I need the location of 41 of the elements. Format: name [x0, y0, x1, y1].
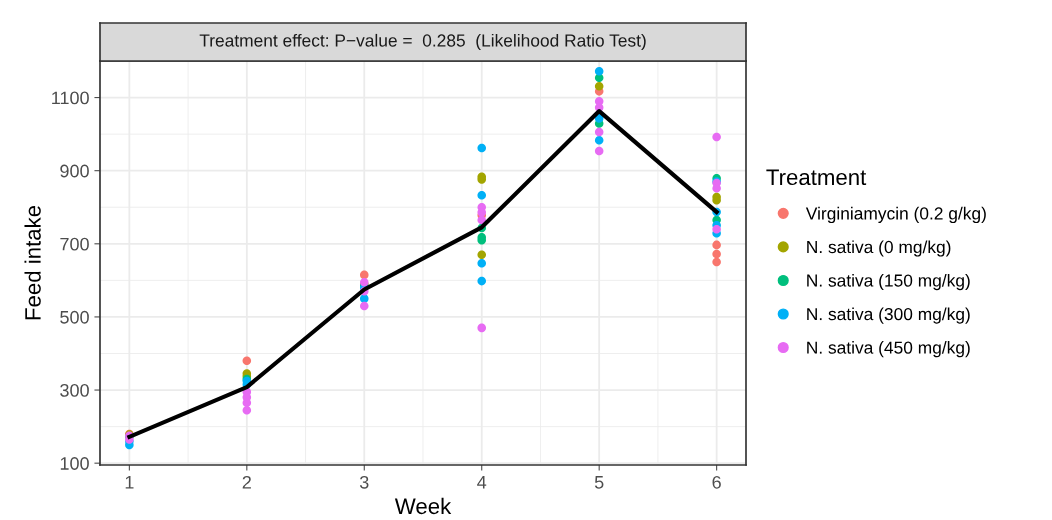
x-tick-label: 1 [125, 476, 134, 489]
y-axis-title: Feed intake [24, 205, 41, 320]
x-tick-label: 6 [712, 475, 721, 489]
point [477, 323, 487, 333]
x-tick-label: 4 [477, 476, 487, 489]
legend-label: N. sativa (300 mg/kg) [807, 307, 970, 324]
legend-label: N. sativa (450 mg/kg) [807, 341, 970, 358]
point [477, 276, 487, 286]
point [712, 240, 721, 250]
y-tick-label: 700 [60, 237, 89, 251]
point [712, 132, 721, 142]
point [477, 250, 487, 260]
x-tick-label: 5 [594, 476, 604, 489]
point [712, 249, 721, 259]
y-tick-label: 300 [60, 383, 89, 397]
point [712, 224, 721, 234]
point [594, 127, 604, 137]
x-axis-title: Week [394, 497, 452, 515]
point [477, 258, 487, 268]
y-tick-label: 1100 [52, 91, 89, 105]
legend-label: N. sativa (0 mg/kg) [807, 240, 951, 257]
point [359, 301, 369, 311]
legend-title: Treatment [766, 169, 867, 186]
point [594, 146, 604, 156]
point [477, 143, 487, 153]
legend-label: Virginiamycin (0.2 g/kg) [805, 206, 986, 224]
point [712, 257, 721, 267]
chart-title: Treatment effect: P−value = 0.285 (Likelihood Ratio Test) [199, 33, 646, 51]
point [477, 215, 487, 225]
legend-label: N. sativa (150 mg/kg) [807, 273, 970, 291]
x-tick-label: 2 [242, 475, 251, 489]
y-tick-label: 100 [60, 457, 89, 470]
point [594, 136, 604, 145]
point [477, 190, 487, 200]
x-tick-label: 3 [359, 475, 369, 489]
point [242, 356, 252, 366]
point [594, 81, 604, 91]
point [594, 66, 604, 76]
y-tick-label: 500 [60, 310, 89, 324]
point [242, 405, 252, 415]
y-tick-label: 900 [60, 164, 89, 178]
